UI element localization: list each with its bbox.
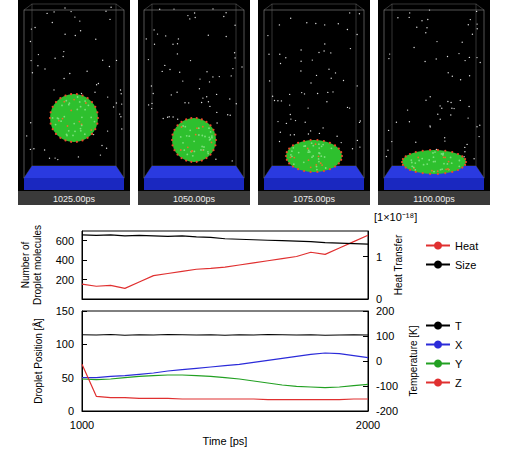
svg-text:1100.00ps: 1100.00ps [413, 194, 455, 204]
svg-text:-200: -200 [376, 405, 398, 417]
svg-text:400: 400 [56, 254, 74, 266]
svg-text:[1×10⁻¹⁸]: [1×10⁻¹⁸] [374, 211, 417, 223]
svg-text:Heat Transfer: Heat Transfer [393, 234, 404, 295]
svg-text:50: 50 [62, 372, 74, 384]
svg-text:Temperature [K]: Temperature [K] [408, 325, 419, 396]
svg-text:200: 200 [376, 305, 394, 317]
svg-text:Droplet Position [Å]: Droplet Position [Å] [32, 318, 44, 404]
svg-text:150: 150 [56, 305, 74, 317]
svg-text:Heat: Heat [455, 240, 478, 252]
svg-text:Size: Size [455, 259, 476, 271]
svg-text:600: 600 [56, 235, 74, 247]
svg-text:0: 0 [68, 405, 74, 417]
svg-text:1050.00ps: 1050.00ps [173, 194, 216, 204]
svg-text:T: T [455, 320, 462, 332]
svg-text:X: X [455, 339, 463, 351]
svg-text:-100: -100 [376, 380, 398, 392]
svg-text:Droplet molecules: Droplet molecules [32, 225, 43, 305]
svg-text:Y: Y [455, 358, 463, 370]
svg-text:1075.00ps: 1075.00ps [293, 194, 336, 204]
svg-text:100: 100 [376, 330, 394, 342]
svg-text:1: 1 [376, 251, 382, 263]
svg-text:200: 200 [56, 274, 74, 286]
svg-text:0: 0 [376, 293, 382, 305]
svg-text:Z: Z [455, 377, 462, 389]
svg-text:2000: 2000 [356, 419, 380, 431]
svg-text:100: 100 [56, 338, 74, 350]
svg-text:Time [ps]: Time [ps] [203, 435, 248, 447]
svg-text:0: 0 [376, 355, 382, 367]
svg-text:Number of: Number of [20, 241, 31, 288]
svg-text:1000: 1000 [70, 419, 94, 431]
svg-text:1025.00ps: 1025.00ps [53, 194, 96, 204]
